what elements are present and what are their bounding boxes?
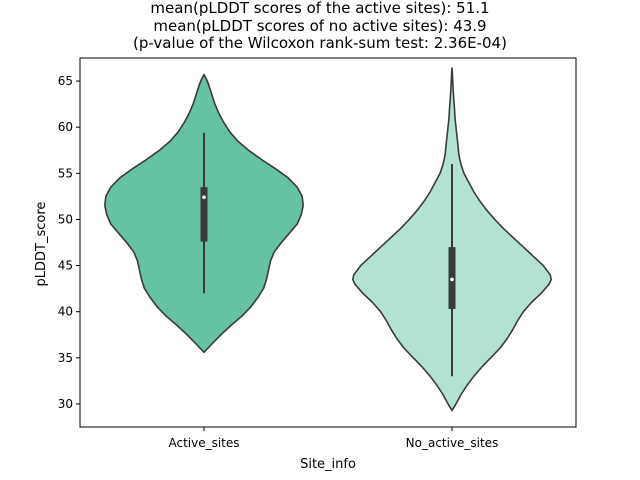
- violin-median-point: [450, 277, 454, 282]
- y-tick-label: 60: [58, 120, 73, 134]
- y-tick-label: 65: [58, 74, 73, 88]
- chart-title-line-1: mean(pLDDT scores of the active sites): …: [150, 0, 490, 17]
- y-tick-label: 35: [58, 351, 73, 365]
- y-tick-label: 45: [58, 259, 73, 273]
- y-tick-label: 50: [58, 212, 73, 226]
- y-tick-label: 30: [58, 397, 73, 411]
- x-axis-ticks: Active_sites No_active_sites: [168, 427, 498, 450]
- violins-layer: [104, 67, 552, 412]
- x-axis-label: Site_info: [300, 457, 356, 472]
- y-axis-label: pLDDT_score: [34, 202, 49, 287]
- violin-median-point: [202, 195, 206, 200]
- x-tick-label: No_active_sites: [406, 436, 499, 450]
- chart-title-line-2: mean(pLDDT scores of no active sites): 4…: [153, 17, 487, 35]
- y-axis-ticks: 30 35 40 45 50 55 60 65: [58, 74, 80, 411]
- y-tick-label: 40: [58, 305, 73, 319]
- chart-title-line-3: (p-value of the Wilcoxon rank-sum test: …: [133, 34, 507, 52]
- axes-frame: [79, 57, 577, 428]
- violin-iqr-box: [200, 187, 208, 242]
- y-tick-label: 55: [58, 166, 73, 180]
- x-tick-label: Active_sites: [168, 436, 239, 450]
